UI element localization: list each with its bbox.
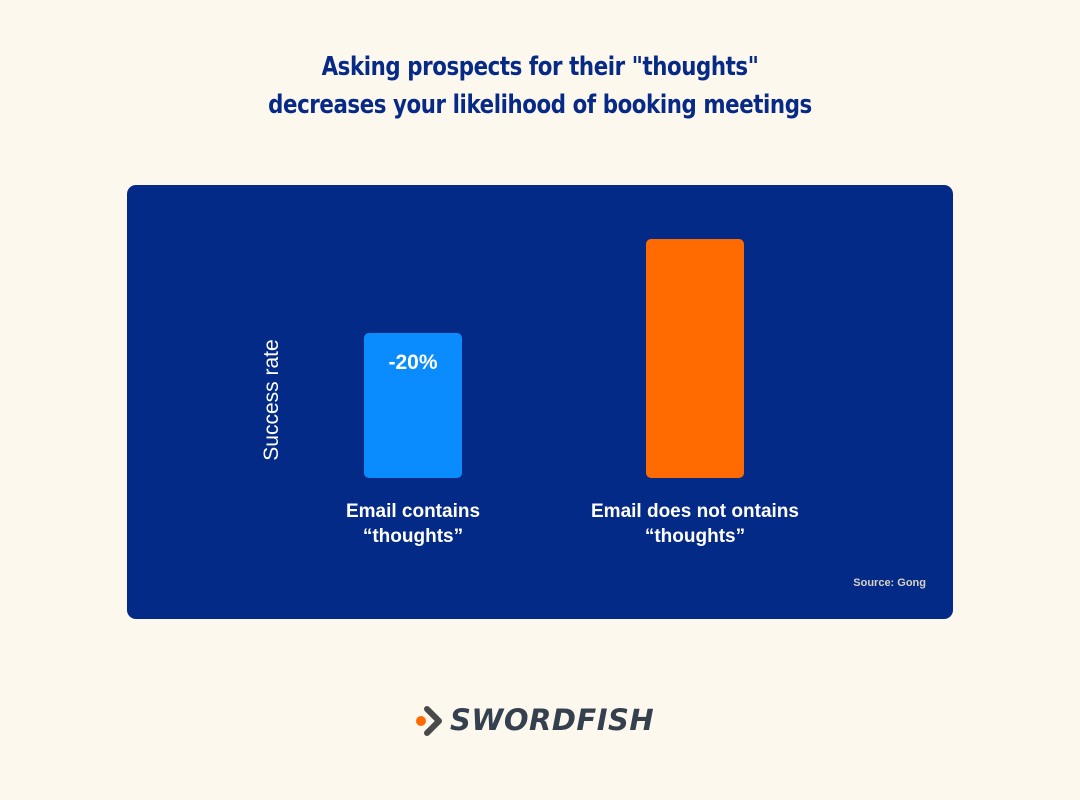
chart-title: Asking prospects for their "thoughts" de… [97,48,983,124]
chart-panel [127,185,953,619]
y-axis-label: Success rate [260,339,283,461]
title-line-2: decreases your likelihood of booking mee… [268,90,812,120]
bar-value-label: -20% [388,351,438,374]
brand-name: SWORDFISH [450,703,655,737]
source-note: Source: Gong [853,577,926,589]
category-label-line: “thoughts” [644,526,746,547]
category-label-line: “thoughts” [362,526,464,547]
title-line-1: Asking prospects for their "thoughts" [321,52,759,82]
swordfish-chevron-icon [412,702,448,738]
category-label-contains: Email contains “thoughts” [313,499,513,549]
bar-email-not-contains-thoughts [646,239,744,478]
category-label-line: Email contains [345,501,481,522]
swordfish-logo: SWORDFISH [412,700,654,740]
bar-email-contains-thoughts: -20% [364,333,462,478]
category-label-line: Email does not ontains [591,501,799,522]
category-label-not-contains: Email does not ontains “thoughts” [565,499,825,549]
